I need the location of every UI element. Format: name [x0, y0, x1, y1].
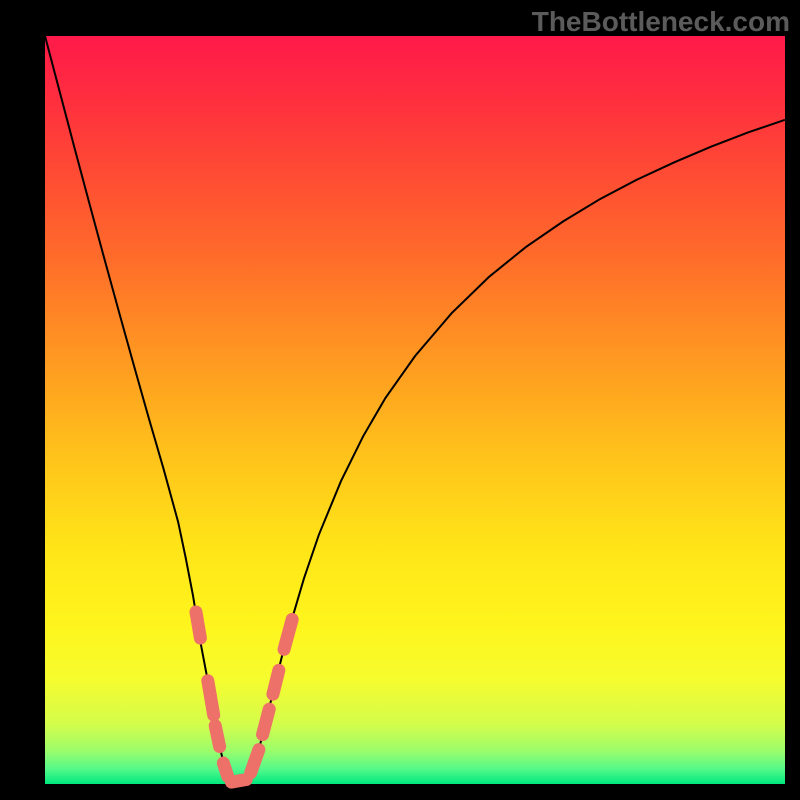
curve-marker: [223, 763, 227, 776]
curve-marker: [273, 670, 279, 694]
curve-svg: [45, 36, 785, 784]
curve-marker: [263, 709, 270, 734]
curve-marker: [251, 750, 259, 773]
chart-frame: TheBottleneck.com: [0, 0, 800, 800]
curve-marker: [231, 780, 246, 783]
plot-area: [45, 36, 785, 784]
curve-marker: [208, 681, 214, 715]
curve-marker: [196, 612, 200, 638]
plot-background: [45, 36, 785, 784]
curve-marker: [284, 619, 292, 649]
watermark-text: TheBottleneck.com: [532, 6, 790, 38]
curve-marker: [215, 726, 219, 747]
